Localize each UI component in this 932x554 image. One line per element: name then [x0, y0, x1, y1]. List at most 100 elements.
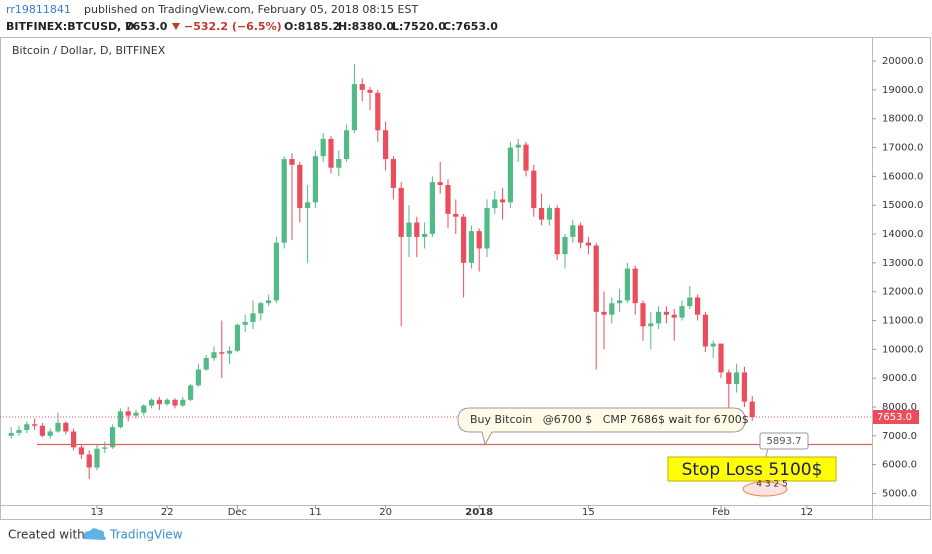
candle-body: [180, 399, 186, 406]
last-price-label: 7653.0: [877, 412, 912, 423]
candle-body: [585, 242, 591, 246]
candle-body: [297, 164, 303, 209]
stop-loss-text: Stop Loss 5100$: [682, 460, 823, 480]
candle-body: [219, 352, 225, 354]
candle-body: [609, 303, 615, 315]
candle-body: [234, 324, 240, 351]
y-tick-label: 6000.0: [882, 460, 917, 471]
candle-body: [305, 202, 311, 209]
flag-text: 4 3 2 5: [756, 480, 788, 490]
price-marker-label: 5893.7: [767, 436, 802, 447]
candle-body: [39, 425, 45, 436]
candle-body: [539, 208, 545, 220]
candle-body: [266, 300, 272, 304]
candle-body: [593, 245, 599, 312]
candle-body: [461, 216, 467, 263]
candle-body: [562, 236, 568, 255]
candle-body: [156, 399, 162, 405]
candle-body: [500, 199, 506, 203]
candle-body: [390, 159, 396, 188]
footer-brand[interactable]: TradingView: [109, 528, 183, 542]
callout-text: Buy Bitcoin @6700 $ CMP 7686$ wait for 6…: [470, 413, 749, 426]
x-tick-label: 12: [800, 507, 813, 518]
candle-body: [570, 225, 576, 237]
quote-line: BITFINEX:BTCUSD, D 7653.0 −532.2 (−6.5%)…: [6, 20, 498, 33]
chart-title: Bitcoin / Dollar, D, BITFINEX: [12, 44, 166, 57]
symbol: BITFINEX:BTCUSD, D: [6, 20, 134, 33]
candle-body: [437, 182, 443, 186]
y-tick-label: 10000.0: [882, 344, 923, 355]
high: H:8380.0: [338, 20, 394, 33]
candle-body: [94, 448, 100, 468]
candle-body: [203, 357, 209, 370]
x-tick-label: 2018: [465, 507, 493, 518]
y-tick-label: 12000.0: [882, 287, 923, 298]
open: O:8185.2: [284, 20, 340, 33]
y-tick-label: 13000.0: [882, 258, 923, 269]
x-tick-label: Feb: [712, 507, 730, 518]
candle-body: [289, 159, 295, 165]
candle-body: [281, 159, 287, 243]
candle-body: [320, 138, 326, 157]
y-tick-label: 8000.0: [882, 402, 917, 413]
last-price-box: [873, 409, 919, 424]
y-tick-label: 18000.0: [882, 114, 923, 125]
candle-body: [344, 130, 350, 160]
candle-body: [250, 313, 256, 322]
x-tick-label: 15: [582, 507, 595, 518]
candle-body: [63, 422, 69, 432]
x-tick-label: 11: [309, 507, 322, 518]
candle-body: [336, 159, 342, 168]
y-tick-label: 15000.0: [882, 200, 923, 211]
author[interactable]: rr19811841: [6, 3, 71, 16]
candle-body: [546, 208, 552, 220]
candle-body: [172, 399, 178, 406]
y-tick-label: 20000.0: [882, 56, 923, 67]
y-tick-label: 7000.0: [882, 431, 917, 442]
candle-body: [445, 185, 451, 214]
candle-body: [695, 297, 701, 315]
close: C:7653.0: [443, 20, 498, 33]
candle-body: [578, 225, 584, 243]
candle-body: [710, 343, 716, 347]
candle-body: [8, 432, 14, 436]
candle-body: [258, 303, 264, 314]
candle-body: [164, 399, 170, 405]
candle-body: [312, 156, 318, 203]
candle-body: [468, 231, 474, 263]
candle-body: [227, 350, 233, 354]
candle-body: [741, 372, 747, 402]
candle-body: [414, 222, 420, 237]
x-tick-label: 22: [161, 507, 174, 518]
candle-body: [640, 303, 646, 327]
candle-body: [117, 411, 123, 428]
candle-body: [476, 231, 482, 249]
candle-body: [351, 84, 357, 131]
y-tick-label: 16000.0: [882, 171, 923, 182]
candle-body: [429, 182, 435, 235]
candle-body: [554, 208, 560, 255]
candle-body: [663, 311, 669, 315]
frame: [0, 37, 931, 520]
candle-body: [624, 268, 630, 301]
candle-body: [671, 314, 677, 318]
candle-body: [656, 311, 662, 324]
footer-created: Created with: [8, 528, 85, 542]
candle-body: [734, 372, 740, 384]
candle-body: [125, 411, 131, 416]
candle-body: [71, 431, 77, 448]
change: −532.2 (−6.5%): [184, 20, 282, 33]
candle-body: [78, 447, 84, 455]
candle-body: [273, 242, 279, 301]
candle-body: [648, 323, 654, 327]
stop-loss-box: [667, 456, 837, 482]
candle-body: [718, 343, 724, 373]
candle-body: [375, 92, 381, 131]
candle-body: [515, 144, 521, 148]
y-tick-label: 5000.0: [882, 488, 917, 499]
y-tick-label: 17000.0: [882, 143, 923, 154]
candle-body: [726, 372, 732, 384]
candle-body: [149, 399, 155, 406]
candle-body: [687, 297, 693, 307]
